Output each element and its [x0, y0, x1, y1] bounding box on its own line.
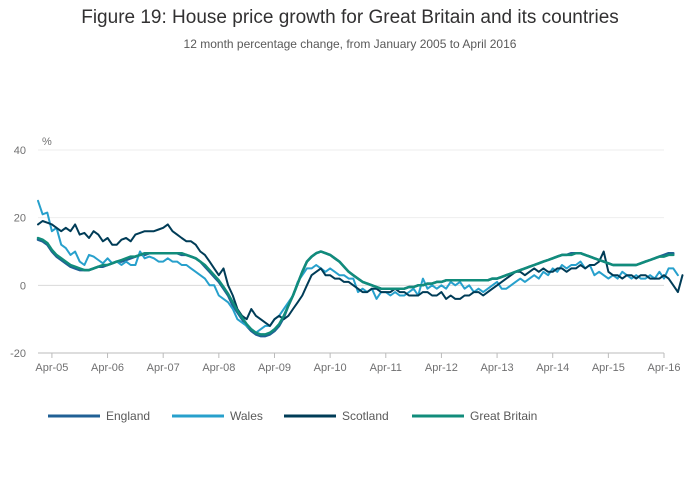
x-tick-label: Apr-07 — [147, 362, 180, 374]
y-axis-label: % — [42, 136, 52, 148]
series-line-scotland — [37, 220, 684, 327]
x-tick-label: Apr-11 — [370, 362, 402, 374]
legend: England Wales Scotland Great Britain — [48, 409, 537, 423]
x-tick-label: Apr-06 — [91, 362, 124, 374]
chart-subtitle: 12 month percentage change, from January… — [183, 37, 517, 51]
y-tick-label: 0 — [20, 280, 26, 292]
y-tick-label: -20 — [10, 348, 26, 360]
x-tick-label: Apr-13 — [481, 362, 514, 374]
x-tick-label: Apr-08 — [202, 362, 235, 374]
legend-label-england: England — [106, 409, 150, 423]
x-tick-label: Apr-12 — [425, 362, 458, 374]
x-tick-label: Apr-09 — [258, 362, 291, 374]
x-tick-label: Apr-16 — [647, 362, 680, 374]
y-tick-label: 40 — [14, 145, 26, 157]
series-line-great-britain — [36, 236, 675, 336]
x-tick-label: Apr-05 — [35, 362, 68, 374]
y-axis-ticks: -20 0 20 40 — [10, 145, 26, 360]
legend-label-great-britain: Great Britain — [470, 409, 537, 423]
series-line-wales — [37, 199, 679, 334]
legend-label-scotland: Scotland — [342, 409, 389, 423]
chart-title: Figure 19: House price growth for Great … — [81, 7, 619, 28]
y-tick-label: 20 — [14, 213, 26, 225]
series-lines — [36, 199, 684, 338]
x-tick-label: Apr-14 — [536, 362, 569, 374]
x-tick-label: Apr-10 — [314, 362, 347, 374]
gridlines — [38, 149, 664, 354]
x-axis: Apr-05 Apr-06 Apr-07 Apr-08 Apr-09 Apr-10 Apr-… — [35, 352, 681, 374]
legend-label-wales: Wales — [230, 409, 263, 423]
x-tick-label: Apr-15 — [592, 362, 625, 374]
